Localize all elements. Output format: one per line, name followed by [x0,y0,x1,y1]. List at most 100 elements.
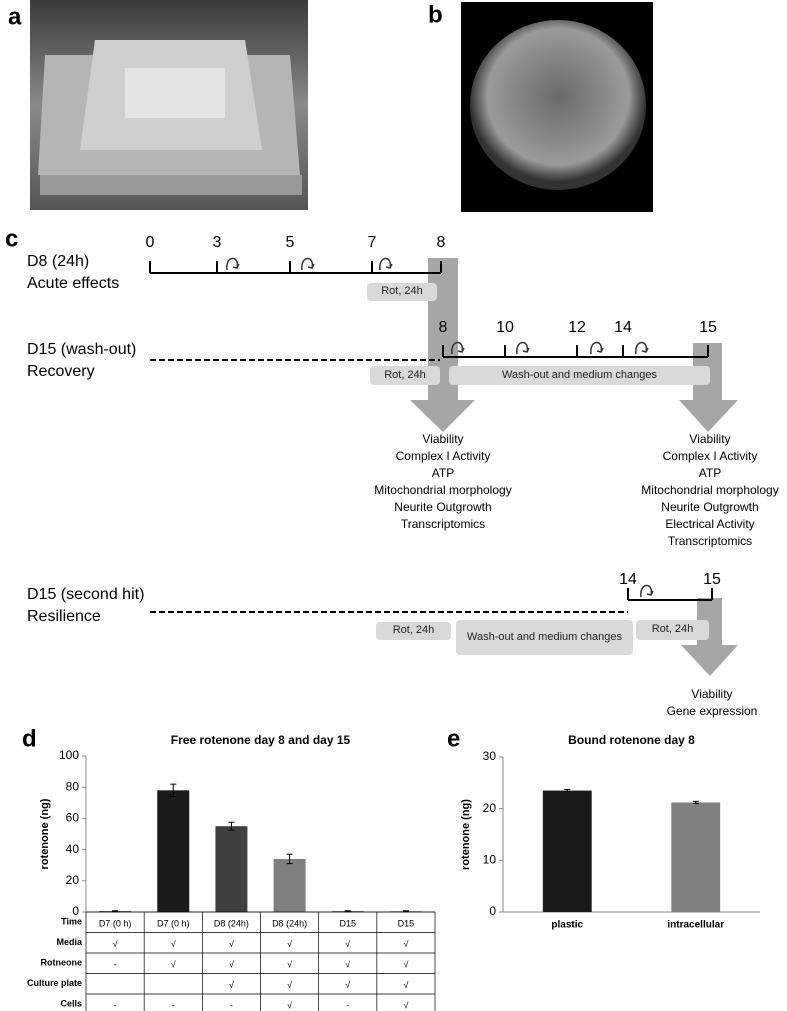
table-cell: √ [403,1001,408,1011]
medium-change-icon [516,341,530,355]
error-bar [692,800,699,804]
photo-b [461,2,653,212]
table-cell: √ [345,960,350,970]
readout: Gene expression [667,704,758,718]
table-cell: - [114,1001,117,1011]
row-subtitle: Resilience [27,608,101,625]
error-bar [344,910,351,913]
table-cell: √ [403,939,408,949]
day-label: 8 [437,234,446,251]
medium-change-icon [640,584,654,598]
x-tick-label: D15 [339,919,356,929]
condition-box: Rot, 24h [370,366,440,385]
error-bar [170,783,177,798]
x-tick-label: D15 [398,919,415,929]
table-cell: - [114,960,117,970]
table-cell: √ [287,939,292,949]
medium-change-icon [451,341,465,355]
medium-change-icon [635,341,649,355]
readout: ATP [432,466,454,480]
condition-box: Rot, 24h [376,622,451,640]
bar [215,826,248,912]
readout: Viability [691,687,732,701]
day-label: 0 [146,234,155,251]
table-cell: √ [171,939,176,949]
table-cell: √ [287,1001,292,1011]
table-row-label: Time [61,917,82,927]
bar [157,790,190,912]
table-cell: √ [113,939,118,949]
bar [273,858,306,912]
table-cell: √ [345,939,350,949]
readout: Complex I Activity [396,449,491,463]
x-tick-label: D8 (24h) [272,919,307,929]
bar [671,802,721,912]
day-label: 3 [213,234,222,251]
readout: Neurite Outgrowth [394,500,491,514]
day-label: 5 [286,234,295,251]
table-cell: √ [287,960,292,970]
table-row-label: Culture plate [27,978,82,988]
condition-box: Wash-out and medium changes [456,620,633,655]
day-label: 14 [614,319,632,336]
table-cell: √ [229,939,234,949]
readout: Transcriptomics [668,534,752,548]
chart-title: Bound rotenone day 8 [568,733,695,747]
chart-title: Free rotenone day 8 and day 15 [171,733,351,747]
medium-change-icon [379,257,393,271]
y-tick-label: 20 [483,801,497,815]
y-tick-label: 40 [66,842,80,856]
row-title: D15 (second hit) [27,586,144,603]
y-tick-label: 0 [72,904,79,918]
day-label: 10 [496,319,514,336]
readout: Mitochondrial morphology [374,483,511,497]
x-tick-label: D7 (0 h) [99,919,132,929]
table-cell: - [172,1001,175,1011]
table-cell: √ [287,980,292,990]
row-title: D8 (24h) [27,253,89,270]
y-tick-label: 80 [66,779,80,793]
readout: Mitochondrial morphology [641,483,778,497]
readout: Electrical Activity [665,517,754,531]
y-tick-label: 100 [59,748,79,762]
stain-label: DAPI [557,188,604,210]
condition-box: Rot, 24h [367,283,437,301]
stain-label: TH [515,188,542,210]
table-cell: √ [403,960,408,970]
day-label: 15 [699,319,717,336]
day-label: 7 [368,234,377,251]
y-axis-label: rotenone (ng) [39,798,51,869]
table-cell: √ [229,980,234,990]
error-bar [112,910,119,913]
panel-label: d [22,725,37,752]
stain-label: RFP [467,188,507,210]
table-cell: - [346,1001,349,1011]
panel-label: a [8,3,22,30]
bar [542,790,592,912]
readout: Transcriptomics [401,517,485,531]
x-tick-label: D8 (24h) [214,919,249,929]
condition-box: Rot, 24h [636,620,709,640]
table-row-label: Cells [60,999,82,1009]
medium-change-icon [590,341,604,355]
condition-box: Wash-out and medium changes [449,366,710,385]
table-cell: √ [403,980,408,990]
x-tick-label: plastic [551,920,583,931]
table-cell: √ [171,960,176,970]
readout: Neurite Outgrowth [661,500,758,514]
x-tick-label: D7 (0 h) [157,919,190,929]
row-subtitle: Acute effects [27,275,119,292]
row-title: D15 (wash-out) [27,341,136,358]
y-axis-label: rotenone (ng) [460,799,472,870]
readout: Viability [422,432,463,446]
medium-change-icon [226,257,240,271]
table-row-label: Media [56,937,83,947]
readout: ATP [699,466,721,480]
day-label: 12 [568,319,586,336]
y-tick-label: 20 [66,873,80,887]
error-bar [228,821,235,831]
y-tick-label: 10 [483,853,497,867]
x-tick-label: intracellular [667,920,724,931]
